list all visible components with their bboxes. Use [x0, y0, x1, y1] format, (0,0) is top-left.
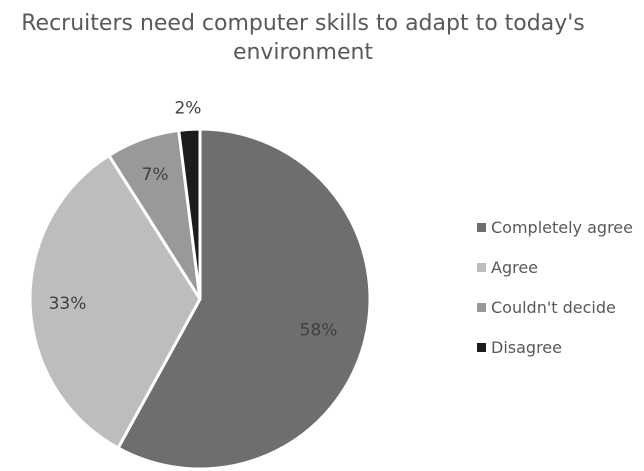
legend-label-agree: Agree: [491, 258, 538, 277]
legend-swatch-disagree: [477, 343, 486, 352]
legend-swatch-completely-agree: [477, 223, 486, 232]
legend-label-disagree: Disagree: [491, 338, 562, 357]
data-label-disagree: 2%: [174, 98, 201, 118]
chart-title-line-1: Recruiters need computer skills to adapt…: [21, 11, 584, 36]
data-label-couldn-t-decide: 7%: [142, 165, 169, 185]
data-label-agree: 33%: [49, 294, 87, 314]
legend-swatch-couldn-t-decide: [477, 303, 486, 312]
pie-slice-disagree: [177, 127, 202, 300]
legend-swatch-agree: [477, 263, 486, 272]
data-label-completely-agree: 58%: [300, 320, 338, 340]
pie-slice-agree: [28, 153, 202, 451]
chart-title-line-2: environment: [233, 40, 373, 65]
pie-slice-completely-agree: [116, 127, 372, 471]
legend-label-completely-agree: Completely agree: [491, 218, 633, 237]
pie-slices: [28, 127, 372, 471]
legend-label-couldn-t-decide: Couldn't decide: [491, 298, 616, 317]
legend: Completely agree Agree Couldn't decide Disa…: [477, 218, 633, 357]
pie-data-labels: 58% 33% 7% 2%: [49, 98, 338, 340]
